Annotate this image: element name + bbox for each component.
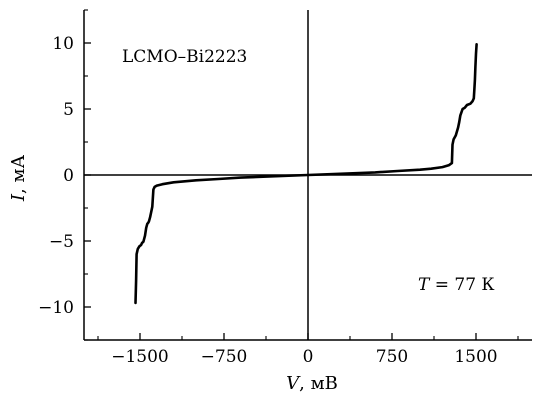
temperature-annotation: T = 77 К [418,275,495,295]
x-tick-label: 750 [376,347,408,367]
y-axis-label: I, мА [8,155,29,203]
y-tick-label: 10 [52,34,74,54]
y-tick-label: 0 [63,166,74,186]
temperature-value: = 77 К [429,275,494,295]
sample-annotation: LCMO–Bi2223 [122,47,247,67]
y-tick-label: −5 [49,232,74,252]
temperature-variable: T [418,275,431,295]
x-tick-label: −1500 [111,347,169,367]
y-tick-label: 5 [63,100,74,120]
y-tick-label: −10 [38,298,74,318]
x-tick-label: −750 [201,347,248,367]
x-tick-label: 1500 [454,347,497,367]
x-tick-label: 0 [303,347,314,367]
series-line [134,43,478,305]
x-axis-label: V, мВ [286,373,338,394]
